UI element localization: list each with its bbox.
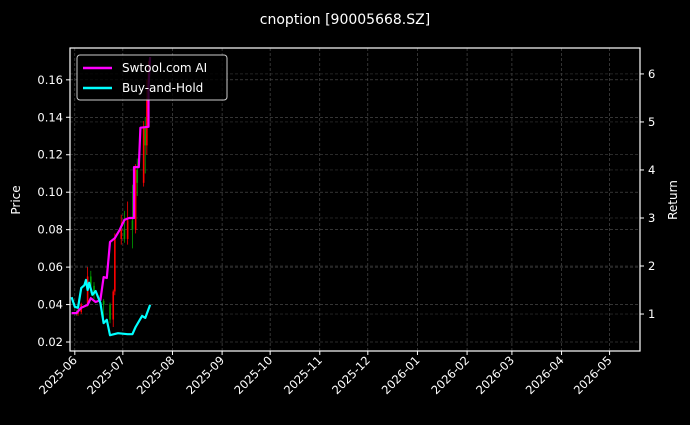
y-tick-label: 0.08 [37, 223, 63, 237]
x-axis: 2025-06 2025-07 2025-08 2025-09 2025-10 2025-… [36, 351, 615, 397]
x-tick-label: 2025-11 [281, 353, 325, 397]
y2-axis-label: Return [666, 180, 680, 220]
plot-frame [69, 47, 641, 352]
candle-body [136, 169, 139, 183]
candle-body [112, 291, 115, 320]
x-tick-label: 2025-09 [183, 353, 227, 397]
x-tick-label: 2025-07 [84, 353, 128, 397]
candle-body [134, 169, 137, 230]
x-tick-label: 2026-02 [428, 353, 472, 397]
candle-body [146, 98, 148, 146]
chart-title: cnoption [90005668.SZ] [260, 12, 430, 28]
y-axis-left: 0.02 0.04 0.06 0.08 0.10 0.12 0.14 0.16 [37, 73, 70, 349]
y-tick-label: 0.04 [37, 298, 63, 312]
candle-body [123, 229, 126, 240]
y2-tick-label: 2 [648, 259, 655, 273]
y-tick-label: 0.12 [37, 148, 63, 162]
y-tick-label: 0.14 [37, 110, 63, 124]
grid [70, 48, 640, 351]
candle-body [120, 229, 123, 240]
legend[interactable]: Swtool.com AI Buy-and-Hold [76, 54, 228, 101]
candle-body [126, 220, 129, 240]
series-line-buy-and-hold [70, 278, 152, 337]
y2-tick-label: 1 [648, 307, 655, 321]
x-tick-label: 2025-06 [36, 353, 80, 397]
x-tick-label: 2025-08 [134, 353, 178, 397]
y-tick-label: 0.02 [37, 335, 63, 349]
candle-body [90, 276, 92, 286]
y-axis-label: Price [9, 185, 23, 214]
candle-body [131, 220, 134, 230]
candle-body [142, 126, 145, 183]
candle-body [109, 304, 111, 320]
x-tick-label: 2025-12 [329, 353, 373, 397]
x-tick-label: 2025-10 [231, 353, 275, 397]
y-tick-label: 0.10 [37, 185, 63, 199]
y2-tick-label: 4 [648, 163, 655, 177]
series-line-strategy [71, 57, 152, 315]
y-tick-label: 0.16 [37, 73, 63, 87]
x-tick-label: 2026-03 [473, 353, 517, 397]
legend-label: Buy-and-Hold [122, 81, 203, 95]
x-tick-label: 2026-04 [523, 353, 567, 397]
y2-tick-label: 3 [648, 211, 655, 225]
candle-body [144, 126, 147, 146]
y2-tick-label: 5 [648, 115, 655, 129]
x-tick-label: 2026-01 [379, 353, 423, 397]
candle-body [114, 239, 116, 292]
y2-tick-label: 6 [648, 67, 655, 81]
candle-body [93, 285, 95, 296]
legend-box [76, 54, 228, 101]
candle-body [77, 312, 79, 314]
y-tick-label: 0.06 [37, 260, 63, 274]
series-lines [70, 57, 152, 337]
candle-body [102, 300, 105, 305]
y-axis-right: 1 2 3 4 5 6 [640, 67, 655, 321]
x-tick-label: 2026-05 [571, 353, 615, 397]
legend-label: Swtool.com AI [122, 61, 207, 75]
